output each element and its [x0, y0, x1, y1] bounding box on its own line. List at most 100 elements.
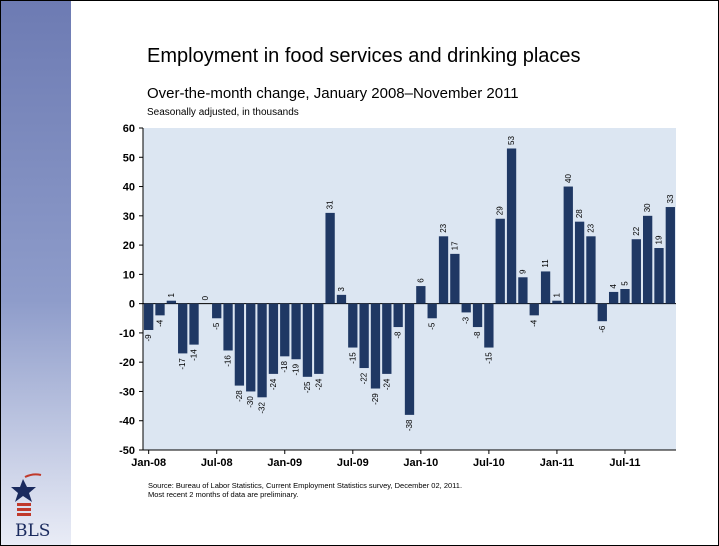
- bar-Jul-11: [620, 289, 630, 304]
- data-label-Jun-10: -8: [473, 331, 482, 339]
- y-tick-label: -50: [119, 445, 135, 457]
- bar-Sep-08: [234, 303, 245, 386]
- source-line-1: Source: Bureau of Labor Statistics, Curr…: [148, 481, 463, 490]
- bar-Oct-11: [654, 248, 664, 304]
- data-label-Sep-08: -28: [235, 390, 244, 402]
- y-tick-label: 20: [123, 240, 135, 252]
- data-label-Jul-09: -15: [348, 352, 357, 364]
- data-label-Sep-11: 30: [643, 203, 652, 212]
- bar-Oct-09: [382, 303, 392, 374]
- data-label-May-08: -14: [190, 349, 199, 361]
- data-label-Dec-10: 11: [541, 259, 550, 268]
- data-label-Nov-11: 33: [666, 194, 675, 203]
- data-label-Aug-09: -22: [360, 372, 369, 384]
- bar-Apr-11: [586, 236, 596, 304]
- data-label-Jul-11: 5: [620, 281, 629, 286]
- bar-Feb-08: [155, 303, 165, 316]
- data-label-Oct-10: 9: [518, 269, 527, 274]
- data-label-Aug-11: 22: [632, 226, 641, 235]
- bls-star-logo-icon: [11, 473, 42, 516]
- bar-Aug-09: [359, 303, 369, 369]
- x-axis: Jan-08 Jul-08 Jan-09 Jul-09 Jan-10 Jul-10 Jan-…: [131, 449, 676, 469]
- chart-subtitle: Over-the-month change, January 2008–Nove…: [147, 85, 519, 102]
- data-label-Feb-11: 40: [564, 174, 573, 183]
- data-label-Nov-09: -8: [394, 331, 403, 339]
- bar-Nov-10: [529, 303, 539, 316]
- data-label-Apr-08: -17: [178, 358, 187, 370]
- data-label-Sep-10: 53: [507, 135, 516, 144]
- bar-Dec-10: [540, 271, 551, 304]
- chart-units-note: Seasonally adjusted, in thousands: [147, 107, 299, 118]
- bar-Apr-08: [178, 303, 188, 354]
- bar-Jul-08: [212, 303, 222, 319]
- bar-Apr-09: [314, 303, 324, 374]
- data-label-Jul-08: -5: [212, 322, 221, 330]
- data-label-Mar-08: 1: [167, 292, 176, 297]
- bar-May-09: [325, 212, 335, 304]
- data-label-May-09: 31: [326, 200, 335, 209]
- data-label-Apr-09: -24: [314, 378, 323, 390]
- data-label-Feb-09: -19: [292, 363, 301, 375]
- bar-Jan-08: [144, 303, 154, 330]
- bar-Mar-10: [438, 236, 449, 304]
- bar-Oct-08: [246, 303, 256, 392]
- bar-May-08: [189, 303, 199, 345]
- data-labels: -9-41-17-140-5-16-28-30-32-24-18 -19-25 -2…: [144, 135, 675, 431]
- bars: [144, 148, 675, 415]
- data-label-Apr-11: 23: [586, 223, 595, 232]
- data-label-Jun-11: 4: [609, 284, 618, 289]
- data-label-Jun-08: 0: [201, 295, 210, 300]
- x-tick-label-Jan-08: Jan-08: [131, 457, 166, 469]
- x-tick-label-Jan-09: Jan-09: [267, 457, 302, 469]
- bar-Aug-11: [631, 239, 641, 304]
- data-label-Jan-11: 1: [552, 292, 561, 297]
- data-label-Oct-08: -30: [246, 396, 255, 408]
- y-tick-label: -10: [119, 328, 135, 340]
- bar-Feb-09: [291, 303, 301, 360]
- chart-title: Employment in food services and drinking…: [147, 45, 581, 67]
- y-tick-label: 40: [123, 182, 135, 194]
- bls-logo-text: BLS: [15, 521, 51, 541]
- bar-Oct-10: [518, 277, 528, 304]
- data-label-Aug-10: 29: [496, 206, 505, 215]
- data-label-Apr-10: 17: [450, 241, 459, 250]
- bar-Nov-11: [665, 207, 675, 304]
- data-label-May-11: -6: [598, 325, 607, 333]
- data-label-May-10: -3: [462, 316, 471, 324]
- bar-Dec-09: [404, 303, 415, 415]
- data-label-Jan-10: 6: [416, 278, 425, 283]
- data-label-Jun-09: 3: [337, 287, 346, 292]
- bar-Jan-10: [416, 286, 426, 304]
- y-tick-label: 50: [123, 152, 135, 164]
- data-label-Oct-09: -24: [382, 378, 391, 390]
- x-tick-label-Jul-09: Jul-09: [337, 457, 369, 469]
- bar-Feb-10: [427, 303, 437, 319]
- bar-Jan-09: [280, 303, 290, 357]
- bar-Nov-09: [393, 303, 403, 328]
- y-tick-label: 60: [123, 123, 135, 135]
- y-tick-label: 30: [123, 211, 135, 223]
- source-note: Source: Bureau of Labor Statistics, Curr…: [148, 481, 462, 499]
- bar-Aug-10: [495, 218, 505, 304]
- bar-Jul-10: [484, 303, 494, 348]
- data-label-Sep-09: -29: [371, 393, 380, 405]
- bar-Jul-09: [348, 303, 358, 348]
- data-label-Oct-11: 19: [654, 235, 663, 244]
- y-tick-label: 0: [129, 299, 135, 311]
- data-label-Jul-10: -15: [484, 352, 493, 364]
- bar-Mar-08: [166, 300, 177, 304]
- bar-Dec-08: [268, 303, 279, 374]
- bar-Mar-11: [574, 221, 585, 304]
- bar-Aug-08: [223, 303, 233, 351]
- bar-Feb-11: [563, 186, 573, 304]
- bar-Nov-08: [257, 303, 267, 398]
- bar-Jan-11: [552, 300, 562, 304]
- x-tick-label-Jan-11: Jan-11: [540, 457, 574, 469]
- data-label-Nov-10: -4: [530, 319, 539, 327]
- bar-Jun-10: [472, 303, 483, 328]
- data-label-Jan-08: -9: [144, 334, 153, 342]
- y-tick-label: -30: [119, 386, 135, 398]
